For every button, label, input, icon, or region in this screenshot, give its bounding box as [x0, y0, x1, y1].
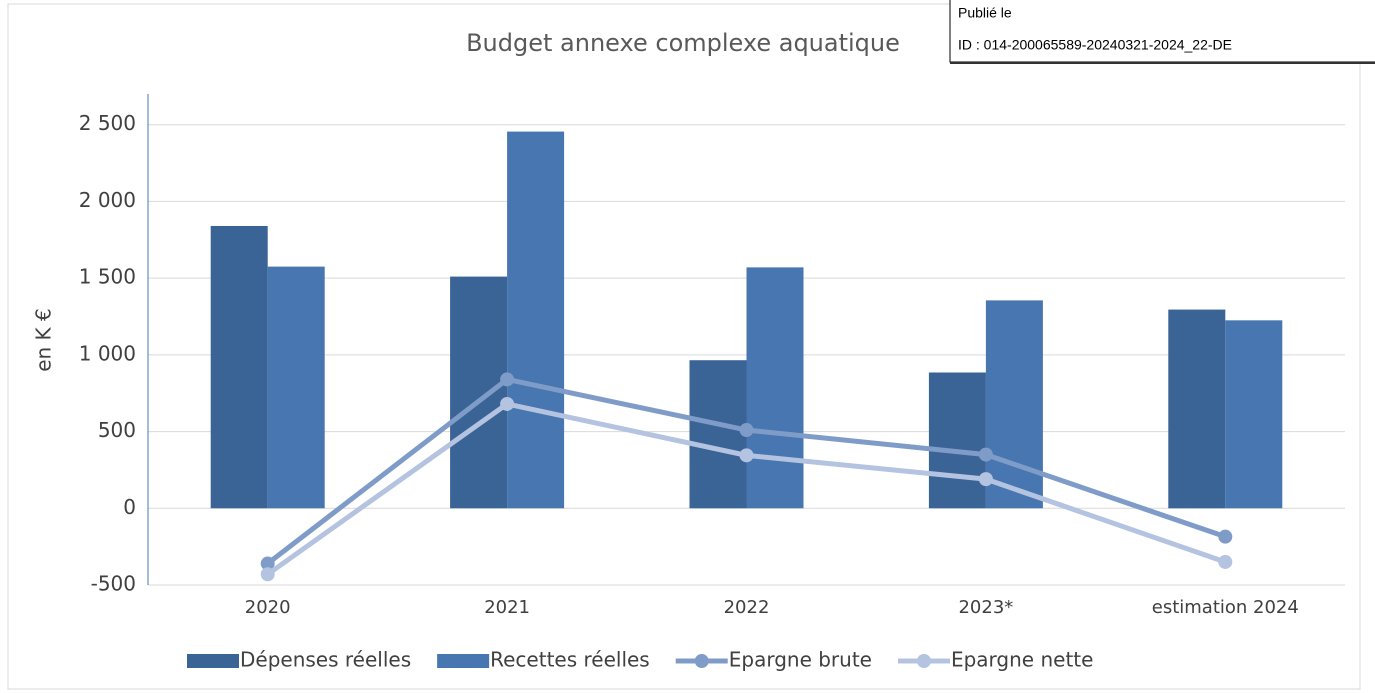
- x-tick-label: 2021: [484, 597, 530, 618]
- line-marker: [978, 447, 993, 462]
- legend-label: Epargne nette: [951, 648, 1093, 672]
- bar: [1168, 309, 1226, 509]
- line-marker: [260, 567, 275, 582]
- line-marker: [500, 372, 515, 387]
- bar: [1225, 320, 1283, 509]
- y-tick-label: 2 500: [79, 111, 136, 135]
- legend-label: Recettes réelles: [490, 648, 650, 672]
- bar: [985, 300, 1043, 509]
- y-tick-label: 500: [98, 418, 136, 442]
- y-tick-label: 1 000: [79, 341, 136, 365]
- y-tick-label: 0: [123, 495, 136, 519]
- bar: [267, 266, 325, 509]
- line-marker: [500, 396, 515, 411]
- x-tick-label: 2022: [724, 597, 770, 618]
- line-marker: [260, 556, 275, 571]
- legend-swatch: [694, 654, 709, 668]
- bar: [746, 267, 804, 509]
- y-tick-label: 2 000: [79, 188, 136, 212]
- bar: [450, 276, 508, 509]
- y-axis-label: en K €: [32, 308, 56, 372]
- bar: [689, 360, 747, 509]
- line-marker: [739, 448, 754, 463]
- x-tick-label: estimation 2024: [1152, 597, 1299, 618]
- x-tick-label: 2023*: [958, 597, 1013, 618]
- line-marker: [739, 423, 754, 438]
- legend-swatch: [437, 654, 490, 668]
- stamp-text: ID : 014-200065589-20240321-2024_22-DE: [958, 37, 1232, 53]
- bar: [928, 372, 986, 509]
- line-marker: [1218, 529, 1233, 544]
- line-marker: [1218, 554, 1233, 569]
- stamp-text: Publié le: [958, 5, 1012, 21]
- y-tick-label: 1 500: [79, 265, 136, 289]
- legend-label: Epargne brute: [729, 648, 872, 672]
- x-tick-label: 2020: [245, 597, 291, 618]
- stamp: Publié le ID : 014-200065589-20240321-20…: [949, 0, 1375, 64]
- bar: [210, 225, 268, 509]
- y-tick-label: -500: [91, 572, 136, 596]
- line-marker: [978, 472, 993, 487]
- chart-title: Budget annexe complexe aquatique: [466, 29, 900, 57]
- legend-swatch: [916, 654, 931, 668]
- legend-label: Dépenses réelles: [240, 648, 411, 672]
- legend-swatch: [187, 654, 239, 668]
- bar: [507, 131, 565, 509]
